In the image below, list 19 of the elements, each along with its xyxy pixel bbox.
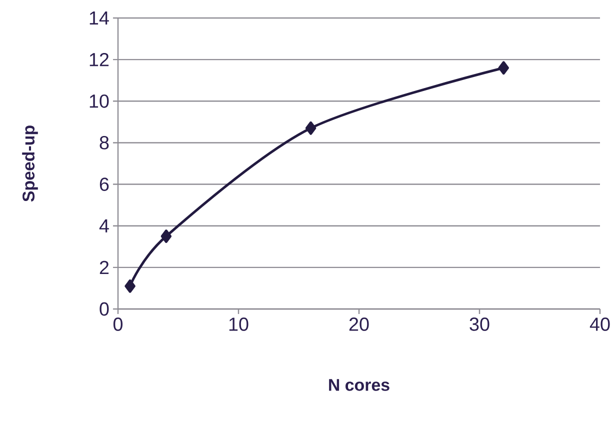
x-tick-label: 30 xyxy=(470,318,490,331)
y-tick-label: 12 xyxy=(90,52,109,66)
x-tick-label: 10 xyxy=(229,318,248,331)
y-tick-label: 4 xyxy=(99,219,109,232)
y-tick-label: 10 xyxy=(90,94,109,108)
x-tick-label: 40 xyxy=(590,318,610,331)
x-axis-title: N cores xyxy=(329,379,390,391)
y-tick-label: 0 xyxy=(100,302,109,316)
x-tick-label: 0 xyxy=(113,318,123,331)
y-tick-label: 2 xyxy=(100,260,109,274)
x-tick-label: 20 xyxy=(349,318,369,331)
y-tick-label: 6 xyxy=(100,178,109,191)
y-tick-label: 8 xyxy=(100,136,109,150)
point xyxy=(160,230,172,243)
point xyxy=(498,61,509,75)
y-tick-label: 14 xyxy=(90,11,109,25)
point xyxy=(124,279,136,293)
point xyxy=(305,121,316,135)
y-axis-title: Speed-up xyxy=(22,126,38,202)
